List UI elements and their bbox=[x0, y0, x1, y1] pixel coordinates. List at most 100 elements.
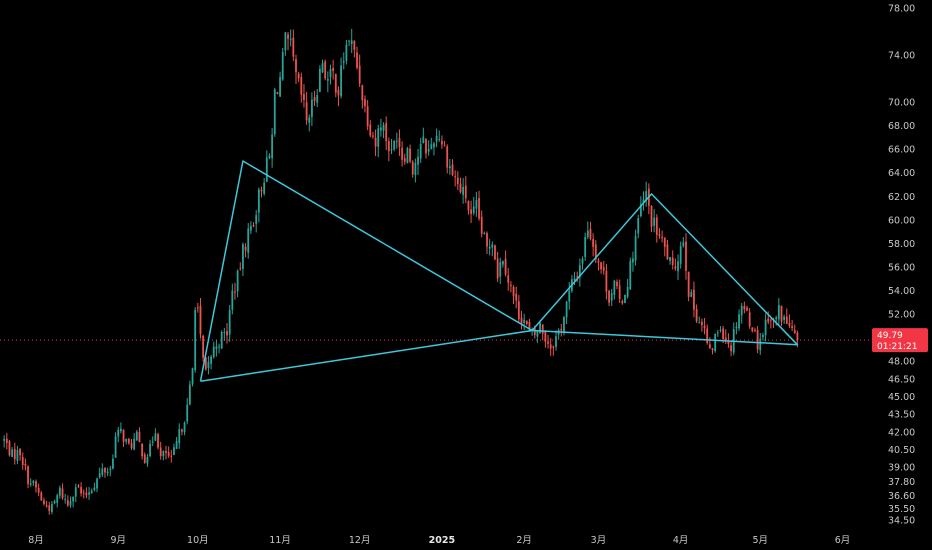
price-axis[interactable]: 78.00 74.00 70.00 68.00 66.00 64.00 62.00 60.00… bbox=[888, 3, 915, 526]
candle-body bbox=[563, 316, 565, 332]
candle-body bbox=[446, 146, 449, 168]
candle-body bbox=[502, 261, 504, 265]
candle-body bbox=[292, 37, 295, 57]
candle-body bbox=[472, 206, 475, 214]
candle-body bbox=[74, 487, 77, 497]
time-tick-label: 11月 bbox=[269, 535, 291, 546]
candle-body bbox=[207, 361, 210, 369]
candle-body bbox=[791, 326, 794, 328]
candle-body bbox=[626, 286, 629, 297]
candle-body bbox=[143, 454, 146, 463]
candle-body bbox=[695, 309, 698, 322]
candle-body bbox=[135, 431, 138, 441]
price-tick-label: 62.00 bbox=[888, 192, 915, 203]
candle-body bbox=[130, 442, 133, 449]
candle-body bbox=[268, 155, 271, 158]
candle-body bbox=[576, 276, 579, 278]
candle-body bbox=[658, 234, 661, 237]
candle-body bbox=[249, 226, 252, 231]
time-axis[interactable]: 8月 9月 10月 11月 12月 2025 2月 3月 4月 5月 6月 bbox=[28, 535, 850, 546]
current-price-value: 49.79 bbox=[877, 331, 903, 341]
candle-body bbox=[435, 136, 438, 142]
candle-body bbox=[459, 183, 462, 193]
candle-body bbox=[714, 333, 717, 352]
price-tick-label: 56.00 bbox=[888, 262, 915, 273]
candle-body bbox=[191, 368, 194, 385]
candle-body bbox=[3, 438, 6, 441]
candle-body bbox=[106, 471, 109, 474]
candle-body bbox=[242, 244, 244, 269]
candle-body bbox=[170, 455, 173, 457]
candle-body bbox=[393, 140, 396, 150]
candle-body bbox=[64, 499, 67, 501]
candle-body bbox=[403, 158, 406, 162]
candle-body bbox=[509, 284, 512, 286]
candle-body bbox=[263, 182, 266, 194]
price-tick-label: 37.80 bbox=[888, 477, 915, 488]
price-tick-label: 35.50 bbox=[888, 504, 915, 515]
candle-body bbox=[637, 218, 640, 234]
candle-body bbox=[313, 97, 316, 102]
candle-body bbox=[210, 356, 212, 364]
candle-body bbox=[212, 346, 215, 357]
pattern-drawings[interactable] bbox=[199, 160, 799, 382]
pattern-wedge-left[interactable] bbox=[199, 160, 533, 382]
candle-body bbox=[724, 337, 727, 341]
candle-body bbox=[552, 346, 555, 348]
time-tick-label: 4月 bbox=[673, 535, 689, 546]
candle-body bbox=[157, 434, 159, 448]
candle-body bbox=[608, 290, 610, 303]
candle-body bbox=[297, 73, 300, 79]
candle-body bbox=[364, 99, 366, 107]
candle-body bbox=[496, 258, 499, 279]
candle-body bbox=[151, 441, 154, 443]
price-tick-label: 34.50 bbox=[888, 516, 915, 527]
candle-body bbox=[605, 270, 608, 292]
candle-body bbox=[199, 305, 202, 334]
candle-body bbox=[40, 492, 43, 501]
candle-body bbox=[441, 140, 443, 145]
candle-body bbox=[650, 205, 653, 227]
candle-body bbox=[467, 201, 470, 211]
candle-body bbox=[573, 278, 576, 281]
candle-body bbox=[499, 262, 502, 277]
candle-body bbox=[748, 312, 751, 327]
candle-body bbox=[247, 228, 250, 253]
candle-body bbox=[69, 501, 72, 506]
candle-body bbox=[796, 332, 799, 341]
candle-body bbox=[525, 320, 528, 324]
candle-body bbox=[565, 301, 568, 318]
candle-body bbox=[464, 185, 467, 199]
time-tick-label: 10月 bbox=[187, 535, 209, 546]
price-tick-label: 66.00 bbox=[888, 145, 915, 156]
candle-body bbox=[167, 452, 170, 456]
candle-body bbox=[738, 314, 740, 329]
candle-body bbox=[85, 492, 88, 496]
candle-body bbox=[751, 327, 754, 332]
candle-body bbox=[759, 338, 762, 351]
candle-body bbox=[382, 124, 385, 131]
candle-body bbox=[149, 443, 151, 457]
candle-body bbox=[443, 145, 446, 147]
candle-body bbox=[504, 258, 507, 275]
candle-body bbox=[555, 336, 557, 347]
candle-body bbox=[395, 140, 398, 142]
candle-body bbox=[568, 290, 571, 302]
candle-body bbox=[417, 156, 419, 165]
candle-body bbox=[265, 157, 268, 182]
candle-body bbox=[188, 384, 191, 405]
candle-body bbox=[308, 117, 311, 123]
candle-body bbox=[358, 65, 361, 84]
candle-body bbox=[669, 257, 671, 261]
candle-body bbox=[334, 73, 337, 93]
candle-body bbox=[19, 448, 21, 456]
candle-body bbox=[600, 262, 602, 270]
candle-body bbox=[661, 236, 664, 239]
candle-body bbox=[287, 34, 289, 39]
candle-body bbox=[634, 236, 637, 261]
pattern-triangle-right[interactable] bbox=[531, 193, 799, 346]
candle-body bbox=[353, 40, 356, 50]
price-tick-label: 52.00 bbox=[888, 310, 915, 321]
